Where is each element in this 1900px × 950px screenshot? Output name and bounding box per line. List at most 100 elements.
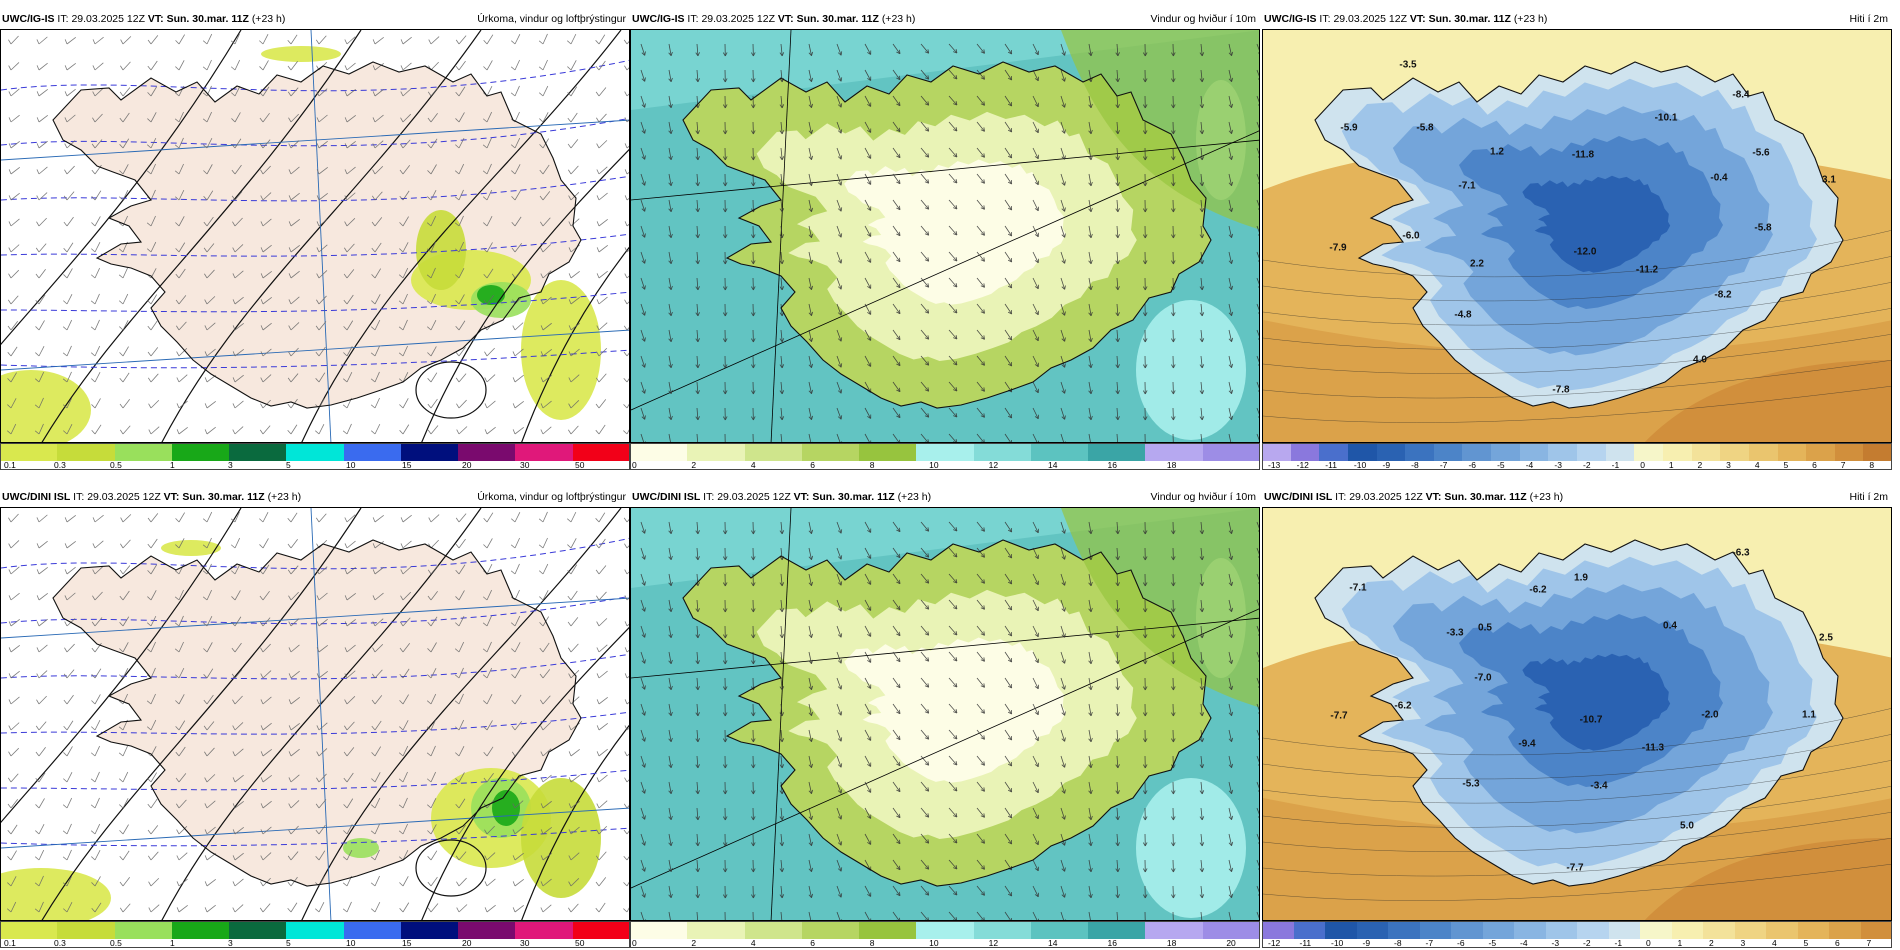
colorbar-swatch bbox=[458, 921, 516, 939]
colorbar-tick: 5 bbox=[286, 460, 291, 470]
colorbar-tick: 2 bbox=[1697, 460, 1703, 470]
map-canvas bbox=[0, 29, 630, 443]
wind-symbols bbox=[6, 511, 629, 913]
colorbar-tick: 4 bbox=[750, 938, 756, 948]
colorbar-swatch bbox=[1491, 443, 1520, 461]
panel-header: UWC/DINI ISL IT: 29.03.2025 12Z VT: Sun.… bbox=[630, 488, 1260, 507]
coastline bbox=[52, 61, 582, 409]
colorbar: 0.1 0.3 0.5 1 3 5 10 15 20 30 50 bbox=[0, 443, 630, 470]
colorbar-swatch bbox=[171, 443, 230, 461]
model-name: UWC/IG-IS bbox=[1264, 13, 1317, 25]
valid-time: Sun. 30.mar. 11Z bbox=[796, 13, 879, 25]
colorbar-swatch bbox=[1777, 443, 1807, 461]
temperature-label: -10.1 bbox=[1654, 112, 1678, 124]
valid-time: Sun. 30.mar. 11Z bbox=[182, 491, 265, 503]
temperature-label: -5.8 bbox=[1416, 122, 1434, 134]
colorbar-tick: 5 bbox=[1783, 460, 1789, 470]
colorbar-tick: 1 bbox=[1668, 460, 1674, 470]
colorbar-tick: 0.5 bbox=[110, 938, 122, 948]
temperature-label: -9.4 bbox=[1518, 738, 1536, 750]
valid-time: Sun. 30.mar. 11Z bbox=[1444, 491, 1527, 503]
temperature-label: -11.2 bbox=[1635, 264, 1659, 276]
colorbar-swatch bbox=[1662, 443, 1692, 461]
map-panel-precip: UWC/IG-IS IT: 29.03.2025 12Z VT: Sun. 30… bbox=[0, 10, 630, 470]
panel-header: UWC/IG-IS IT: 29.03.2025 12Z VT: Sun. 30… bbox=[630, 10, 1260, 29]
colorbar-swatch bbox=[1433, 443, 1463, 461]
colorbar-swatch bbox=[916, 443, 974, 461]
colorbar-tick: 7 bbox=[1866, 938, 1872, 948]
init-time: 29.03.2025 12Z bbox=[1333, 13, 1407, 25]
init-time: 29.03.2025 12Z bbox=[87, 491, 161, 503]
colorbar-swatch bbox=[687, 443, 745, 461]
coastline bbox=[1314, 61, 1844, 409]
temperature-label: -6.2 bbox=[1394, 700, 1412, 712]
colorbar-swatch bbox=[1347, 443, 1377, 461]
colorbar-swatch bbox=[1806, 443, 1835, 461]
temperature-label: -3.3 bbox=[1446, 627, 1464, 639]
colorbar-swatch bbox=[1577, 921, 1609, 939]
colorbar-swatch bbox=[1605, 443, 1635, 461]
colorbar-tick: -11 bbox=[1299, 938, 1312, 948]
colorbar-tick: 4 bbox=[1754, 460, 1760, 470]
colorbar-tick: -6 bbox=[1457, 938, 1465, 948]
it-label: IT: bbox=[1319, 13, 1331, 25]
colorbar-swatch bbox=[1863, 443, 1893, 461]
colorbar-swatch bbox=[973, 921, 1031, 939]
colorbar-swatch bbox=[1514, 921, 1546, 939]
isobars bbox=[1, 30, 629, 442]
colorbar-tick: 18 bbox=[1166, 938, 1177, 948]
map-canvas bbox=[630, 507, 1260, 921]
colorbar-swatch bbox=[687, 921, 745, 939]
panel-header: UWC/IG-IS IT: 29.03.2025 12Z VT: Sun. 30… bbox=[0, 10, 630, 29]
colorbar-swatch bbox=[171, 921, 230, 939]
colorbar-tick: 0 bbox=[1646, 938, 1651, 948]
temperature-label: 4.0 bbox=[1693, 354, 1707, 366]
colorbar-swatch bbox=[1720, 443, 1749, 461]
lead-time: (+23 h) bbox=[1513, 13, 1548, 25]
colorbar-swatch bbox=[1482, 921, 1514, 939]
colorbar-tick: 8 bbox=[1869, 460, 1875, 470]
colorbar-tick: -8 bbox=[1394, 938, 1402, 948]
colorbar-tick: 5 bbox=[1803, 938, 1809, 948]
colorbar-swatch bbox=[1634, 443, 1663, 461]
colorbar-tick: 3 bbox=[1740, 938, 1746, 948]
colorbar-swatch bbox=[1030, 443, 1089, 461]
colorbar-tick: 0 bbox=[632, 460, 637, 470]
colorbar-swatch bbox=[286, 921, 344, 939]
colorbar-swatch bbox=[1703, 921, 1735, 939]
colorbar-tick: 10 bbox=[346, 938, 356, 948]
colorbar-tick: 15 bbox=[402, 938, 412, 948]
lead-time: (+23 h) bbox=[881, 13, 916, 25]
it-label: IT: bbox=[73, 491, 85, 503]
colorbar-tick: 2 bbox=[691, 938, 697, 948]
colorbar-tick: -10 bbox=[1353, 460, 1367, 470]
colorbar-swatch bbox=[229, 443, 287, 461]
colorbar-swatch bbox=[1030, 921, 1089, 939]
colorbar-tick: 7 bbox=[1840, 460, 1846, 470]
colorbar-swatch bbox=[1834, 443, 1864, 461]
map-panel-temp: UWC/DINI ISL IT: 29.03.2025 12Z VT: Sun.… bbox=[1262, 488, 1892, 948]
it-label: IT: bbox=[57, 13, 69, 25]
temperature-label: -7.9 bbox=[1329, 242, 1347, 254]
colorbar-swatch bbox=[1293, 921, 1325, 939]
colorbar-swatch bbox=[400, 921, 459, 939]
colorbar-tick: 0 bbox=[1640, 460, 1645, 470]
model-name: UWC/IG-IS bbox=[632, 13, 685, 25]
map-panel-temp: UWC/IG-IS IT: 29.03.2025 12Z VT: Sun. 30… bbox=[1262, 10, 1893, 470]
temperature-label: -7.1 bbox=[1349, 582, 1367, 594]
colorbar-swatch bbox=[1325, 921, 1357, 939]
colorbar-swatch bbox=[801, 921, 860, 939]
colorbar-swatch bbox=[1671, 921, 1703, 939]
colorbar-tick: 0.1 bbox=[4, 460, 16, 470]
map-graphic bbox=[631, 508, 1259, 920]
colorbar: -13 -12 -11 -10 -9 -8 -7 -6 -5 -4 -3 -2 -1 0 1 2 3 4 5 6 7 8 bbox=[1262, 443, 1893, 470]
temperature-label: -8.2 bbox=[1714, 289, 1732, 301]
temperature-label: 1.1 bbox=[1802, 709, 1816, 721]
colorbar-swatch bbox=[1519, 443, 1549, 461]
init-time: 29.03.2025 12Z bbox=[701, 13, 775, 25]
map-canvas: -6.3 -7.1 -6.2 1.9 0.5 -3.3 0.4 2.5 -7.0 -7.7 -6.2… bbox=[1262, 507, 1892, 921]
colorbar-swatch bbox=[1734, 921, 1766, 939]
lead-time: (+23 h) bbox=[251, 13, 286, 25]
valid-time: Sun. 30.mar. 11Z bbox=[812, 491, 895, 503]
panel-header: UWC/DINI ISL IT: 29.03.2025 12Z VT: Sun.… bbox=[0, 488, 630, 507]
